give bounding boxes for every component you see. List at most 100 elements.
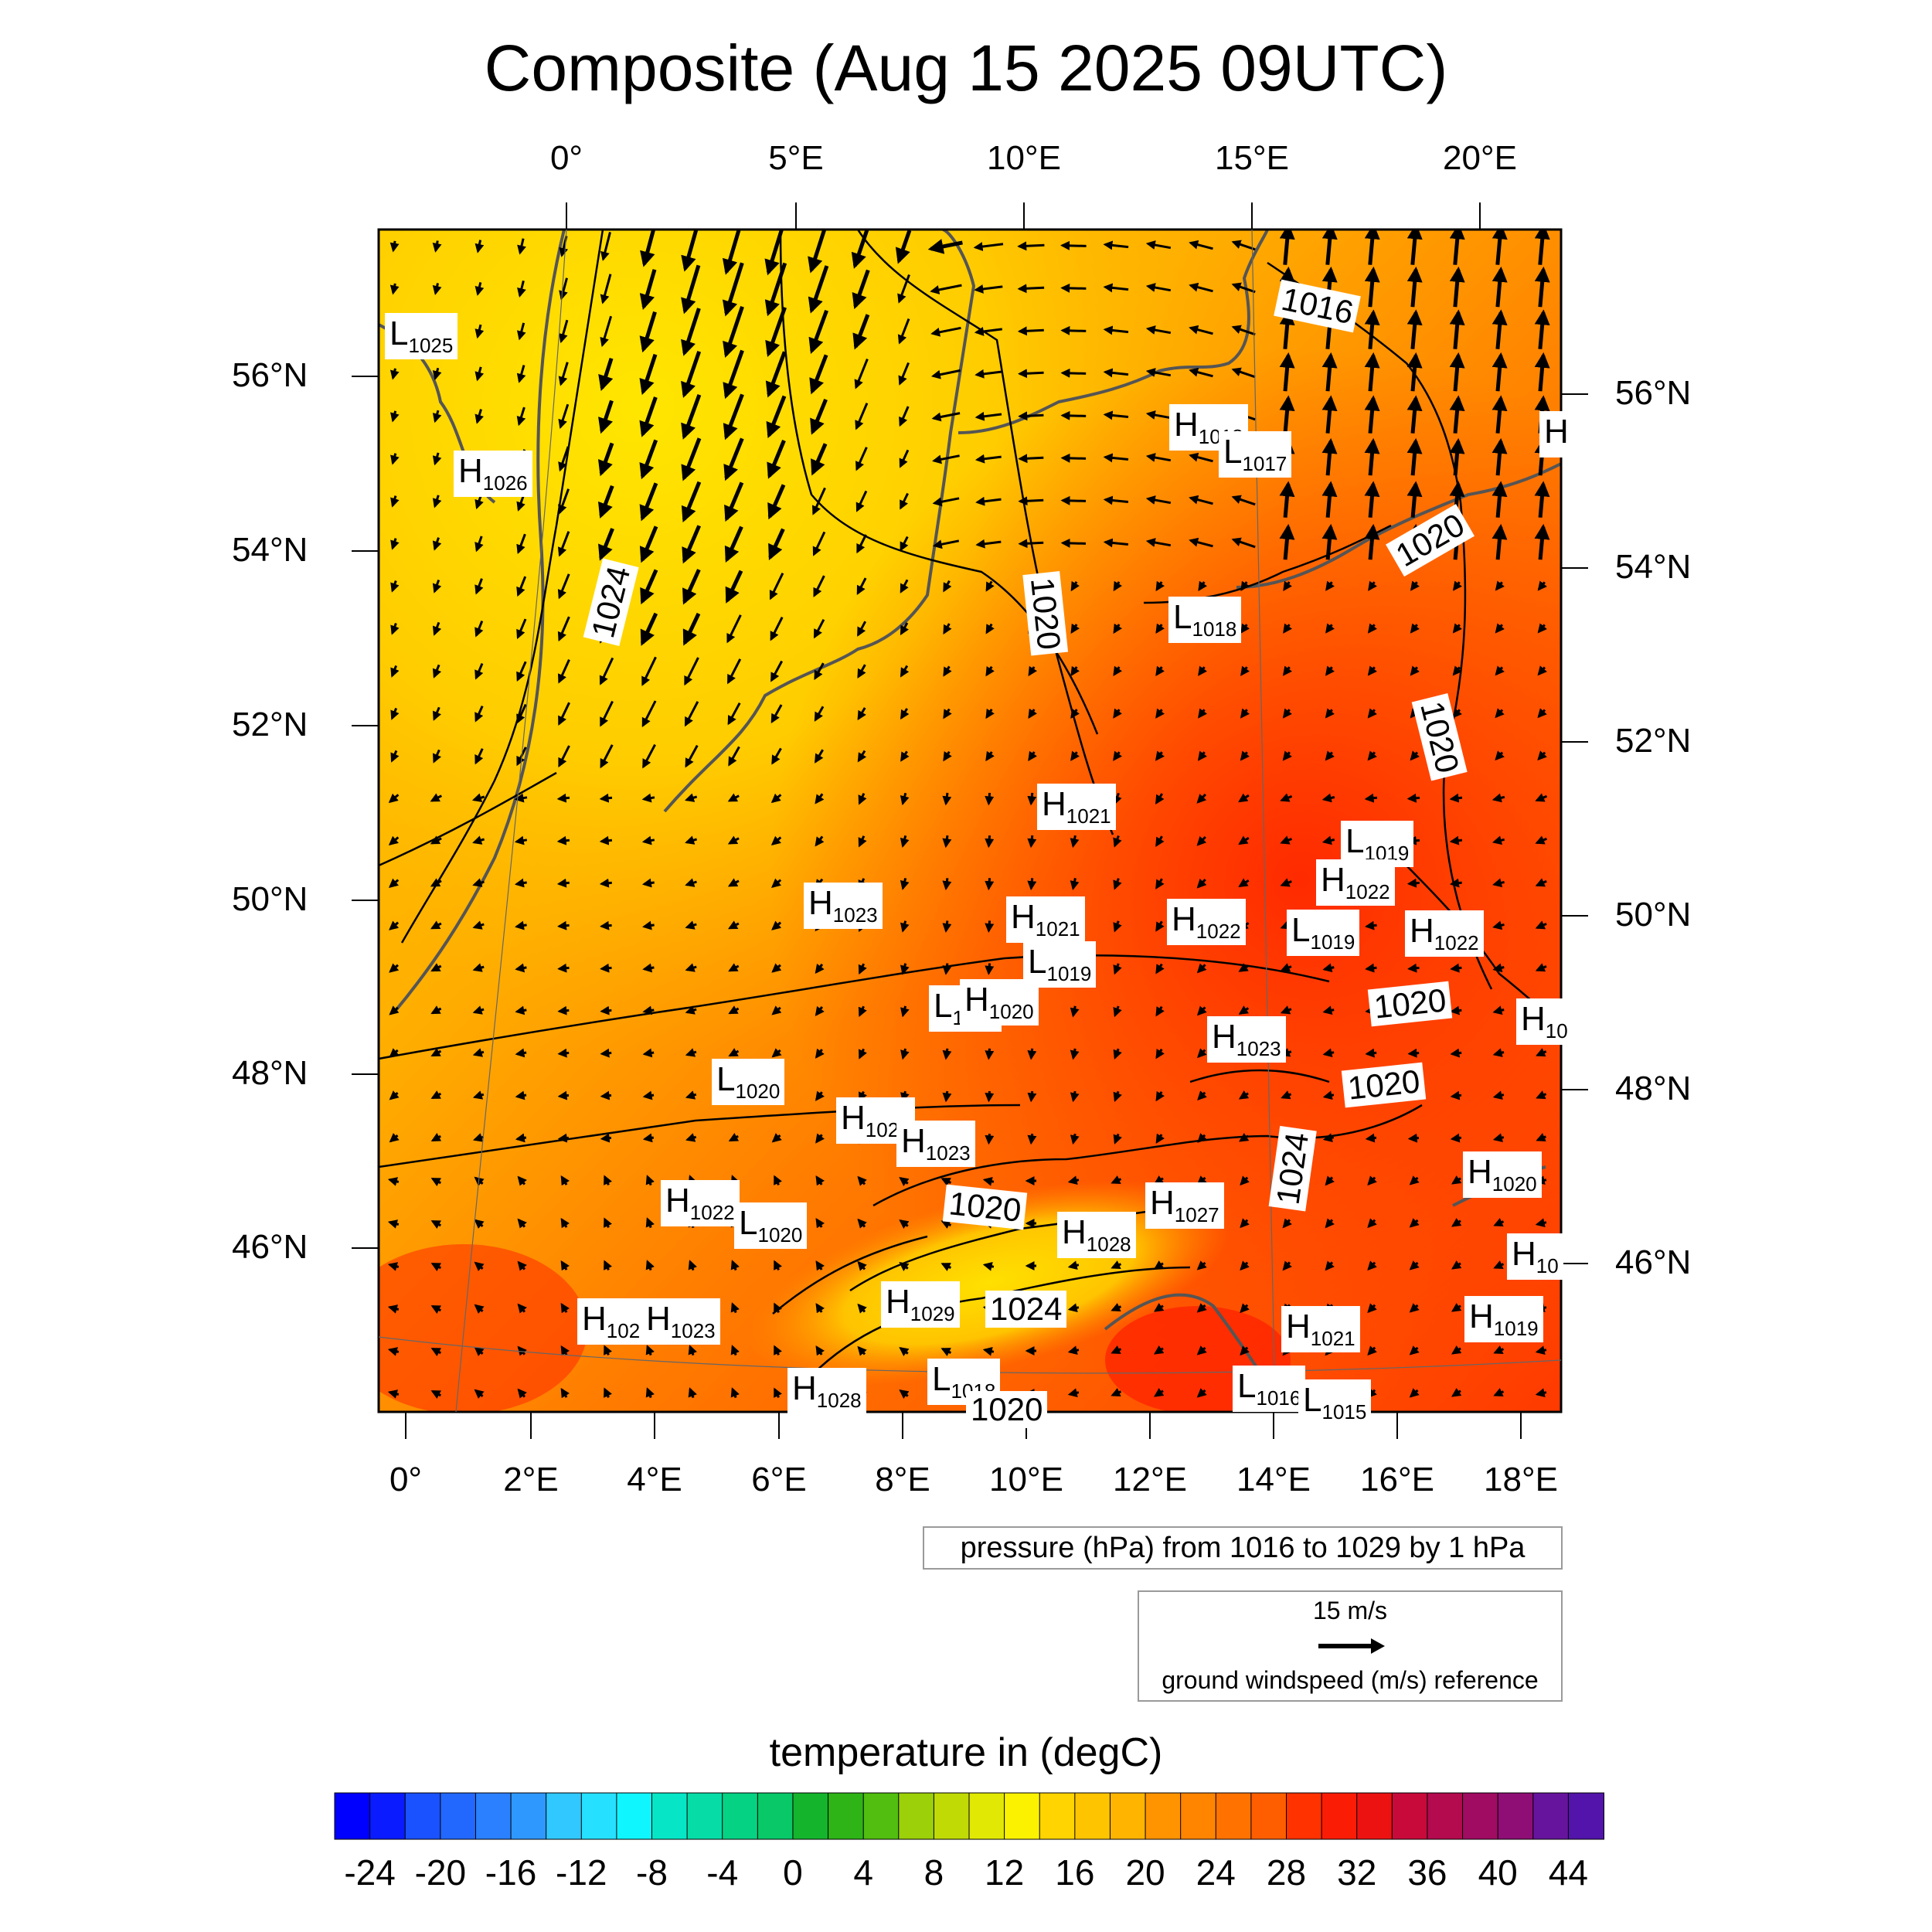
pressure-center-label: H1028 xyxy=(1057,1212,1136,1258)
colorbar-swatch xyxy=(933,1792,971,1840)
wind-arrow xyxy=(855,490,868,512)
colorbar-tick: 8 xyxy=(923,1852,944,1893)
wind-arrow xyxy=(730,1302,740,1314)
pressure-center-type: H xyxy=(646,1300,671,1338)
wind-arrow xyxy=(1534,481,1550,518)
pressure-center-value: 1021 xyxy=(1035,917,1080,940)
pressure-center-value: 102 xyxy=(606,1319,641,1342)
wind-arrow xyxy=(1103,538,1129,548)
wind-arrow xyxy=(1113,580,1123,592)
wind-arrow xyxy=(1070,750,1080,761)
wind-arrow xyxy=(558,319,569,344)
wind-arrow xyxy=(1111,1303,1122,1312)
wind-arrow xyxy=(930,326,961,337)
wind-arrow xyxy=(1060,283,1087,293)
wind-arrow xyxy=(859,1048,867,1060)
top-lon-label: 20°E xyxy=(1443,139,1517,177)
pressure-center-type: L xyxy=(1173,598,1192,636)
wind-arrow xyxy=(1535,1218,1547,1228)
wind-arrow xyxy=(722,230,741,275)
wind-arrow xyxy=(1321,523,1338,560)
wind-arrow xyxy=(390,410,400,423)
wind-arrow xyxy=(1155,920,1165,932)
wind-arrow xyxy=(474,1304,485,1314)
wind-arrow xyxy=(815,749,824,764)
wind-arrow xyxy=(1492,266,1508,308)
wind-arrow xyxy=(558,745,570,768)
bottom-lon-label: 4°E xyxy=(627,1461,682,1498)
wind-arrow xyxy=(771,920,782,930)
colorbar-tick: 20 xyxy=(1125,1852,1165,1893)
pressure-center-label: H10 xyxy=(1516,998,1573,1045)
wind-arrow xyxy=(940,1348,952,1356)
colorbar-tick: 0 xyxy=(783,1852,803,1893)
wind-arrow xyxy=(900,579,909,594)
wind-arrow xyxy=(723,393,744,440)
wind-arrow xyxy=(1240,1345,1250,1356)
wind-arrow xyxy=(1153,1303,1165,1312)
wind-arrow xyxy=(724,481,744,522)
pressure-center-label: H10 xyxy=(1507,1233,1563,1280)
wind-arrow xyxy=(472,920,485,930)
wind-arrow xyxy=(641,656,657,686)
pressure-center-label: L1015 xyxy=(1298,1379,1372,1426)
wind-arrow xyxy=(1450,1048,1462,1058)
wind-arrow xyxy=(558,403,570,430)
wind-arrow xyxy=(1070,877,1080,891)
wind-arrow xyxy=(1197,1133,1207,1143)
wind-arrow xyxy=(1534,523,1550,560)
wind-arrow xyxy=(1493,1218,1505,1227)
wind-arrow xyxy=(857,664,866,679)
wind-arrow xyxy=(1322,963,1335,973)
wind-arrow xyxy=(642,1048,655,1058)
wind-arrow xyxy=(1321,793,1335,803)
isobar-label: 1020 xyxy=(966,1391,1048,1428)
pressure-center-type: H xyxy=(582,1300,607,1338)
wind-arrow xyxy=(682,612,701,646)
wind-arrow xyxy=(1060,495,1087,505)
wind-arrow xyxy=(932,497,960,507)
wind-arrow xyxy=(1155,1133,1165,1145)
wind-arrow xyxy=(728,1005,740,1015)
wind-arrow xyxy=(1103,368,1129,378)
wind-arrow xyxy=(1028,665,1037,677)
wind-arrow xyxy=(642,1005,655,1015)
wind-arrow xyxy=(1027,878,1037,891)
wind-arrow xyxy=(430,1005,442,1015)
wind-arrow xyxy=(684,657,699,686)
wind-arrow xyxy=(723,349,744,400)
pressure-center-type: H xyxy=(665,1182,690,1219)
wind-arrow xyxy=(430,1304,442,1314)
wind-arrow xyxy=(1027,792,1037,806)
pressure-center-type: H xyxy=(964,981,989,1019)
wind-arrow xyxy=(1067,1175,1080,1185)
wind-arrow xyxy=(1060,368,1087,378)
wind-arrow xyxy=(942,963,952,975)
colorbar-swatch xyxy=(1391,1792,1428,1840)
wind-arrow xyxy=(604,1175,612,1186)
wind-arrow xyxy=(1018,369,1044,379)
wind-arrow xyxy=(1113,920,1122,933)
wind-arrow xyxy=(557,658,570,684)
pressure-center-label: H1021 xyxy=(1037,784,1116,830)
wind-arrow xyxy=(900,622,910,636)
pressure-center-label: H1026 xyxy=(454,451,532,497)
colorbar-tick: 12 xyxy=(985,1852,1025,1893)
wind-arrow xyxy=(639,353,658,396)
wind-arrow xyxy=(1321,395,1338,434)
wind-arrow xyxy=(769,573,784,600)
wind-arrow xyxy=(1240,708,1250,719)
wind-arrow xyxy=(1280,963,1292,972)
wind-arrow xyxy=(1282,665,1292,676)
wind-arrow xyxy=(600,700,614,727)
wind-arrow xyxy=(688,1345,697,1356)
wind-arrow xyxy=(1492,437,1508,476)
wind-arrow xyxy=(1238,835,1250,845)
wind-arrow xyxy=(1325,750,1335,761)
wind-arrow xyxy=(1280,878,1292,887)
wind-arrow xyxy=(1103,325,1129,335)
wind-arrow xyxy=(1153,1260,1165,1270)
wind-arrow xyxy=(1060,240,1087,250)
colorbar-swatch xyxy=(1462,1792,1499,1840)
wind-arrow xyxy=(1364,523,1380,560)
